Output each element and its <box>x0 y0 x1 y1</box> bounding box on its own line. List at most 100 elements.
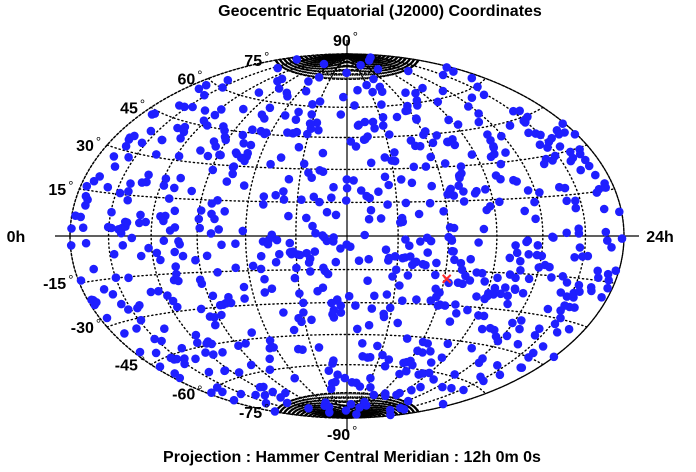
data-point <box>150 334 159 344</box>
data-point <box>247 328 256 337</box>
data-point <box>380 172 390 182</box>
data-point <box>284 211 293 221</box>
data-point <box>493 273 502 283</box>
data-point <box>496 289 506 299</box>
data-point <box>575 145 584 154</box>
data-point <box>102 313 112 323</box>
data-point <box>464 102 473 111</box>
data-point <box>574 280 584 290</box>
data-point <box>292 55 302 64</box>
data-point <box>530 197 539 207</box>
data-point <box>403 396 413 406</box>
data-point <box>311 228 320 238</box>
data-point <box>218 83 227 92</box>
data-point <box>264 235 274 245</box>
data-point <box>346 242 355 251</box>
data-point <box>209 137 219 146</box>
chart-title: Geocentric Equatorial (J2000) Coordinate… <box>218 3 542 20</box>
data-point <box>228 169 237 179</box>
data-point <box>362 80 371 90</box>
data-point <box>272 235 282 245</box>
data-point <box>370 291 379 301</box>
data-point <box>236 153 246 163</box>
data-point <box>399 358 408 368</box>
data-point <box>124 305 133 314</box>
data-point <box>342 68 351 78</box>
data-point <box>124 187 133 196</box>
data-point <box>592 188 602 197</box>
data-point <box>234 368 244 377</box>
data-point <box>406 252 415 261</box>
data-point <box>395 281 404 290</box>
data-point <box>266 159 275 169</box>
data-point <box>168 296 178 306</box>
data-point <box>604 276 613 285</box>
data-point <box>71 211 80 220</box>
polar-cap-hatch <box>329 53 348 80</box>
dec-tick-value: -45 <box>115 358 138 375</box>
data-point <box>121 141 131 151</box>
data-point <box>571 203 581 213</box>
data-point <box>313 286 322 296</box>
data-point <box>246 360 256 370</box>
data-point <box>199 116 209 125</box>
data-point <box>426 358 436 367</box>
data-point <box>195 223 204 233</box>
data-point <box>210 313 219 322</box>
data-point <box>493 361 502 370</box>
data-point <box>215 300 225 310</box>
data-point <box>294 142 304 152</box>
data-point <box>444 278 453 288</box>
data-point <box>82 181 92 191</box>
data-point <box>505 253 515 263</box>
data-point <box>201 348 210 357</box>
data-point <box>260 288 270 297</box>
data-point <box>524 250 533 259</box>
data-point <box>538 342 548 351</box>
data-point <box>575 287 584 297</box>
data-point <box>578 252 587 261</box>
data-point <box>260 114 269 123</box>
data-point <box>110 162 120 171</box>
data-point <box>274 84 284 93</box>
data-point <box>124 273 133 283</box>
data-point <box>363 276 372 286</box>
data-point <box>329 233 338 242</box>
data-point <box>443 339 453 349</box>
dec-tick-label: -60 ° <box>172 383 202 404</box>
data-point <box>124 153 133 162</box>
data-point <box>341 406 351 415</box>
data-point <box>157 336 166 346</box>
degree-symbol: ° <box>96 134 101 149</box>
data-point <box>593 266 602 276</box>
data-point <box>284 174 294 184</box>
degree-symbol: ° <box>264 401 269 416</box>
data-point <box>383 200 392 209</box>
data-point <box>341 196 351 205</box>
data-point <box>170 206 180 216</box>
data-point <box>267 284 277 294</box>
data-point <box>349 176 358 185</box>
grid-meridian <box>346 53 399 419</box>
data-point <box>297 195 306 204</box>
data-point <box>228 163 238 172</box>
data-point <box>327 298 336 308</box>
data-point <box>302 213 311 223</box>
data-point <box>279 195 289 204</box>
data-point <box>207 388 216 398</box>
data-point <box>570 303 579 312</box>
data-point <box>304 77 313 86</box>
data-point <box>374 187 383 196</box>
data-point <box>157 135 167 145</box>
polar-cap-hatch <box>346 396 393 419</box>
data-point <box>305 119 315 128</box>
degree-symbol: ° <box>197 67 202 82</box>
dec-tick-label: -15 ° <box>43 272 73 293</box>
data-point <box>367 304 377 313</box>
data-point <box>322 207 332 217</box>
data-point <box>401 235 410 244</box>
data-point <box>364 214 374 224</box>
data-point <box>439 207 448 216</box>
data-point <box>369 390 379 400</box>
